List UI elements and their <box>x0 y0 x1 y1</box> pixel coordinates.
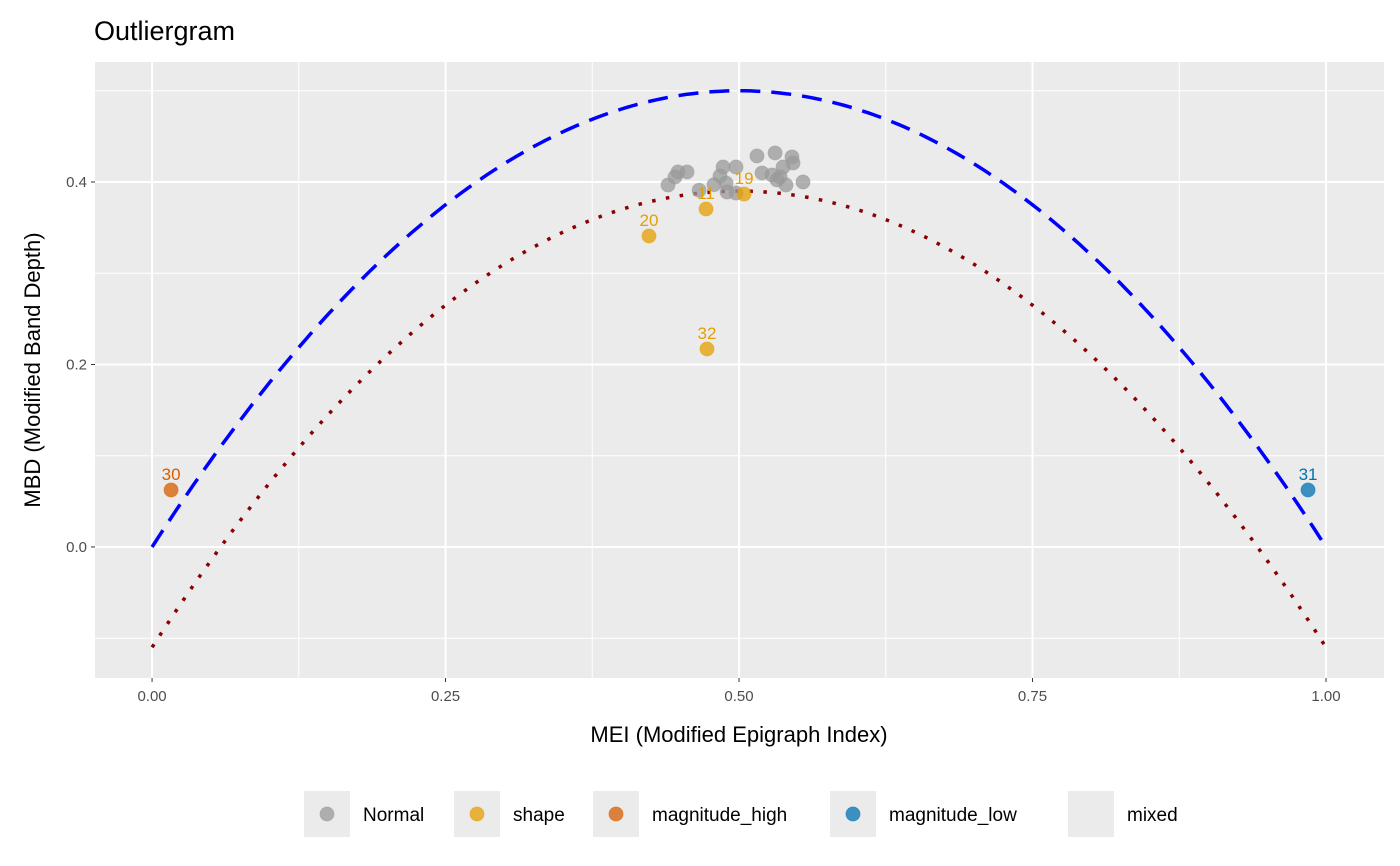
data-point-magnitude_low <box>1300 482 1316 498</box>
data-point-Normal <box>715 159 731 175</box>
data-point-Normal <box>679 164 695 180</box>
point-label: 30 <box>162 465 181 484</box>
data-point-shape <box>641 228 657 244</box>
legend-label: magnitude_high <box>652 805 787 826</box>
data-point-Normal <box>728 159 744 175</box>
data-point-Normal <box>691 182 707 198</box>
point-label: 19 <box>735 169 754 188</box>
data-point-shape <box>699 341 715 357</box>
legend-marker-magnitude_low <box>845 806 861 822</box>
point-label: 20 <box>640 211 659 230</box>
legend-marker-shape <box>469 806 485 822</box>
y-axis-label: MBD (Modified Band Depth) <box>20 232 45 507</box>
data-point-shape <box>736 186 752 202</box>
x-tick-label: 0.25 <box>431 688 460 705</box>
legend-marker-magnitude_high <box>608 806 624 822</box>
legend-label: magnitude_low <box>889 805 1017 826</box>
x-tick-label: 0.50 <box>724 688 753 705</box>
point-label: 32 <box>698 324 717 343</box>
data-point-Normal <box>749 148 765 164</box>
data-point-Normal <box>772 169 788 185</box>
upper-parabola-dashed <box>150 88 1328 548</box>
chart-title: Outliergram <box>94 16 235 46</box>
x-tick-label: 0.75 <box>1018 688 1047 705</box>
legend-label: Normal <box>363 805 424 826</box>
x-tick-label: 1.00 <box>1311 688 1340 705</box>
legend-label: mixed <box>1127 805 1178 826</box>
y-tick-label: 0.0 <box>66 539 87 556</box>
data-point-Normal <box>767 145 783 161</box>
point-label: 31 <box>1299 465 1318 484</box>
data-point-shape <box>698 201 714 217</box>
legend-label: shape <box>513 805 565 826</box>
point-label: 11 <box>697 184 715 203</box>
data-point-magnitude_high <box>163 482 179 498</box>
y-tick-label: 0.2 <box>66 356 87 373</box>
legend-key-mixed <box>1068 791 1114 837</box>
data-point-Normal <box>795 174 811 190</box>
x-axis-label: MEI (Modified Epigraph Index) <box>590 722 887 747</box>
y-tick-label: 0.4 <box>66 174 87 191</box>
legend-marker-Normal <box>319 806 335 822</box>
x-tick-label: 0.00 <box>137 688 166 705</box>
